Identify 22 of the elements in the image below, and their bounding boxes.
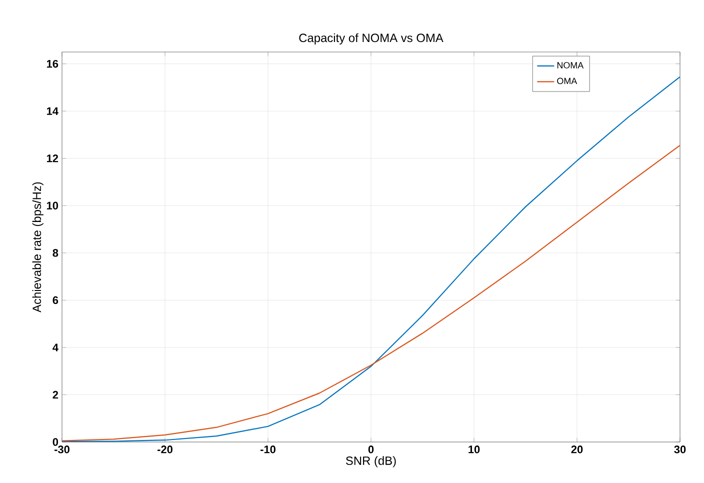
y-tick-label: 4 xyxy=(52,344,58,352)
x-tick-label: -10 xyxy=(260,446,276,454)
x-tick-label: -20 xyxy=(158,446,172,454)
legend-label: NOMA xyxy=(557,62,584,68)
line-series xyxy=(62,76,680,442)
y-tick-label: 8 xyxy=(52,249,58,257)
x-tick-label: 10 xyxy=(468,446,480,454)
y-tick-label: 14 xyxy=(46,107,58,115)
y-tick-label: 10 xyxy=(46,202,58,210)
legend-label: OMA xyxy=(557,78,578,84)
chart-title: Capacity of NOMA vs OMA xyxy=(299,33,444,44)
y-tick-label: 16 xyxy=(46,60,58,68)
x-tick-label: -30 xyxy=(54,446,70,454)
y-tick-label: 2 xyxy=(52,390,58,399)
x-axis-title: SNR (dB) xyxy=(346,456,396,468)
y-tick-label: 0 xyxy=(52,438,58,446)
x-tick-label: 0 xyxy=(368,446,374,454)
x-tick-label: 30 xyxy=(674,446,686,454)
y-axis-title: Achievable rate (bps/Hz) xyxy=(32,182,44,312)
y-tick-label: 12 xyxy=(46,154,58,162)
y-tick-label: 6 xyxy=(52,296,58,304)
x-tick-label: 20 xyxy=(571,446,583,454)
